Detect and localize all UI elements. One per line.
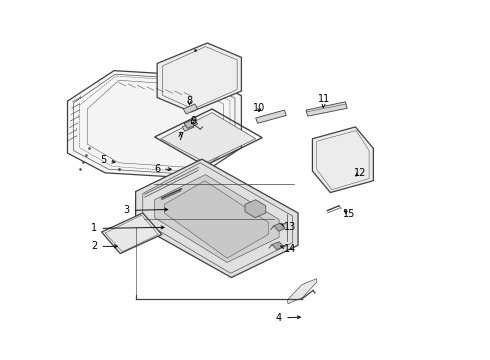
Polygon shape	[101, 213, 162, 253]
Text: 12: 12	[354, 168, 366, 178]
Polygon shape	[155, 175, 279, 262]
Polygon shape	[184, 119, 197, 129]
Text: 5: 5	[100, 155, 115, 165]
Text: 14: 14	[281, 244, 296, 254]
Polygon shape	[306, 102, 347, 116]
Text: 10: 10	[253, 103, 266, 113]
Polygon shape	[245, 200, 266, 218]
Text: 7: 7	[177, 132, 184, 142]
Text: 8: 8	[186, 96, 193, 106]
Polygon shape	[136, 159, 298, 278]
Text: 6: 6	[154, 164, 172, 174]
Polygon shape	[287, 279, 317, 304]
Polygon shape	[182, 123, 194, 131]
Polygon shape	[157, 43, 242, 112]
Text: 4: 4	[276, 313, 300, 323]
Polygon shape	[164, 181, 269, 258]
Polygon shape	[274, 223, 285, 231]
Polygon shape	[161, 113, 256, 163]
Polygon shape	[68, 71, 242, 178]
Polygon shape	[256, 110, 286, 123]
Polygon shape	[272, 242, 284, 249]
Text: 11: 11	[318, 94, 330, 107]
Text: 2: 2	[91, 241, 118, 251]
Text: 13: 13	[281, 222, 296, 232]
Text: 1: 1	[91, 224, 164, 233]
Polygon shape	[313, 127, 373, 193]
Polygon shape	[183, 104, 197, 114]
Text: 9: 9	[190, 116, 196, 126]
Text: 15: 15	[343, 209, 355, 219]
Text: 3: 3	[123, 206, 168, 216]
